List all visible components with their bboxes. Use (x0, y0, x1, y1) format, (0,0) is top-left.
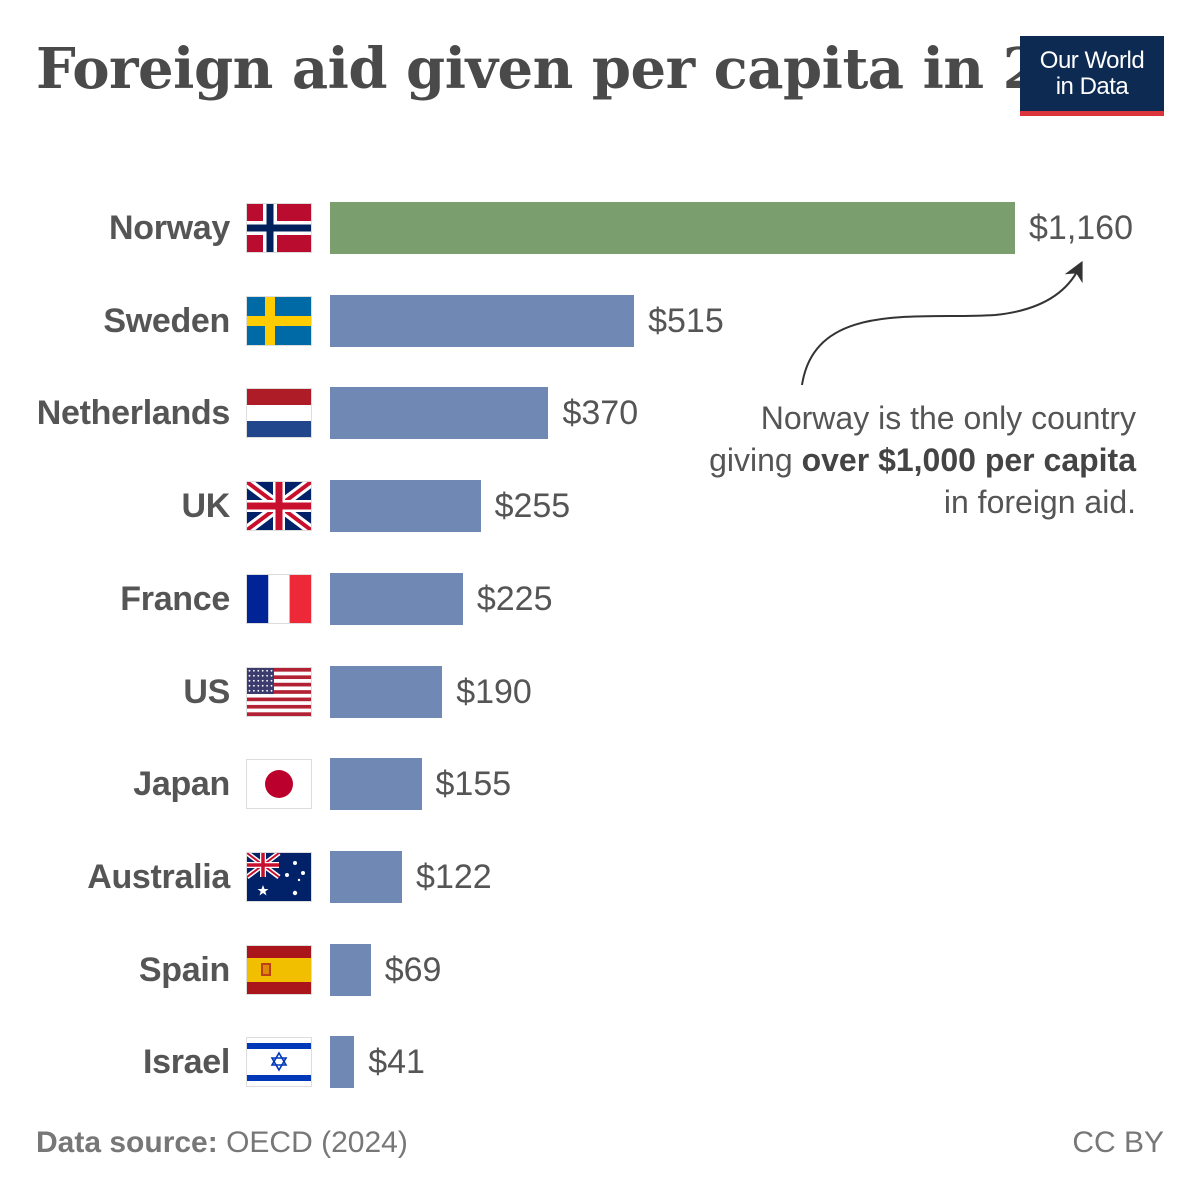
value-label: $255 (494, 487, 571, 526)
country-label: Israel (142, 1043, 230, 1082)
owid-logo[interactable]: Our World in Data (1020, 36, 1164, 116)
australia-flag-icon (246, 851, 312, 902)
country-label: US (183, 672, 230, 711)
netherlands-flag-icon (246, 388, 312, 439)
value-label: $1,160 (1029, 209, 1133, 247)
bar-row-uk: UK $255 (0, 480, 1200, 533)
sweden-flag-icon (246, 295, 312, 346)
country-label: Sweden (103, 301, 230, 340)
chart-title: Foreign aid given per capita in 2023 (36, 36, 1157, 102)
us-flag-icon (246, 666, 312, 717)
bar (330, 758, 422, 811)
license-label: CC BY (1072, 1126, 1164, 1159)
bar-row-norway: Norway $1,160 (0, 202, 1200, 254)
value-label: $515 (648, 301, 724, 340)
bar-row-australia: Australia $122 (0, 850, 1200, 903)
bar (330, 572, 463, 625)
bar (330, 294, 635, 347)
bar (330, 202, 1015, 254)
france-flag-icon (246, 573, 312, 624)
country-label: UK (181, 487, 230, 526)
bar (330, 387, 549, 440)
bar-row-us: US $190 (0, 665, 1200, 718)
bar (330, 943, 371, 996)
data-source: Data source: OECD (2024) (36, 1126, 408, 1160)
spain-flag-icon (246, 944, 312, 995)
country-label: Japan (133, 765, 230, 804)
logo-line-1: Our World (1039, 46, 1145, 74)
annotation-line-3: in foreign aid. (943, 484, 1136, 520)
value-label: $122 (416, 857, 492, 896)
norway-annotation: Norway is the only country giving over $… (709, 397, 1136, 523)
country-label: Norway (108, 209, 230, 247)
bar-row-spain: Spain $69 (0, 943, 1200, 996)
country-label: Australia (87, 857, 230, 896)
bar-row-japan: Japan $155 (0, 758, 1200, 811)
value-label: $225 (476, 579, 553, 618)
bar (330, 850, 403, 903)
annotation-line-1: Norway is the only country (760, 400, 1136, 436)
norway-flag-icon (246, 203, 312, 253)
bar (330, 480, 481, 533)
israel-flag-icon (246, 1037, 312, 1088)
data-source-value: OECD (2024) (226, 1126, 408, 1159)
annotation-arrow-path (801, 260, 1083, 386)
country-label: Spain (138, 950, 230, 989)
data-source-label: Data source: (36, 1126, 218, 1159)
value-label: $155 (435, 765, 512, 804)
value-label: $41 (368, 1043, 425, 1082)
value-label: $190 (456, 672, 532, 711)
value-label: $69 (384, 950, 442, 989)
bar (330, 665, 443, 718)
bar-row-france: France $225 (0, 572, 1200, 625)
uk-flag-icon (246, 481, 312, 532)
japan-flag-icon (246, 759, 312, 810)
logo-line-2: in Data (1055, 72, 1129, 100)
value-label: $370 (562, 394, 639, 433)
bar-row-sweden: Sweden $515 (0, 294, 1200, 347)
annotation-line-2-prefix: giving (709, 442, 802, 478)
country-label: France (120, 579, 230, 618)
bar-row-israel: Israel $41 (0, 1036, 1200, 1089)
bar (330, 1036, 355, 1089)
annotation-line-2-bold: over $1,000 per capita (801, 442, 1136, 478)
bar-row-netherlands: Netherlands $370 (0, 387, 1200, 440)
country-label: Netherlands (36, 394, 231, 433)
